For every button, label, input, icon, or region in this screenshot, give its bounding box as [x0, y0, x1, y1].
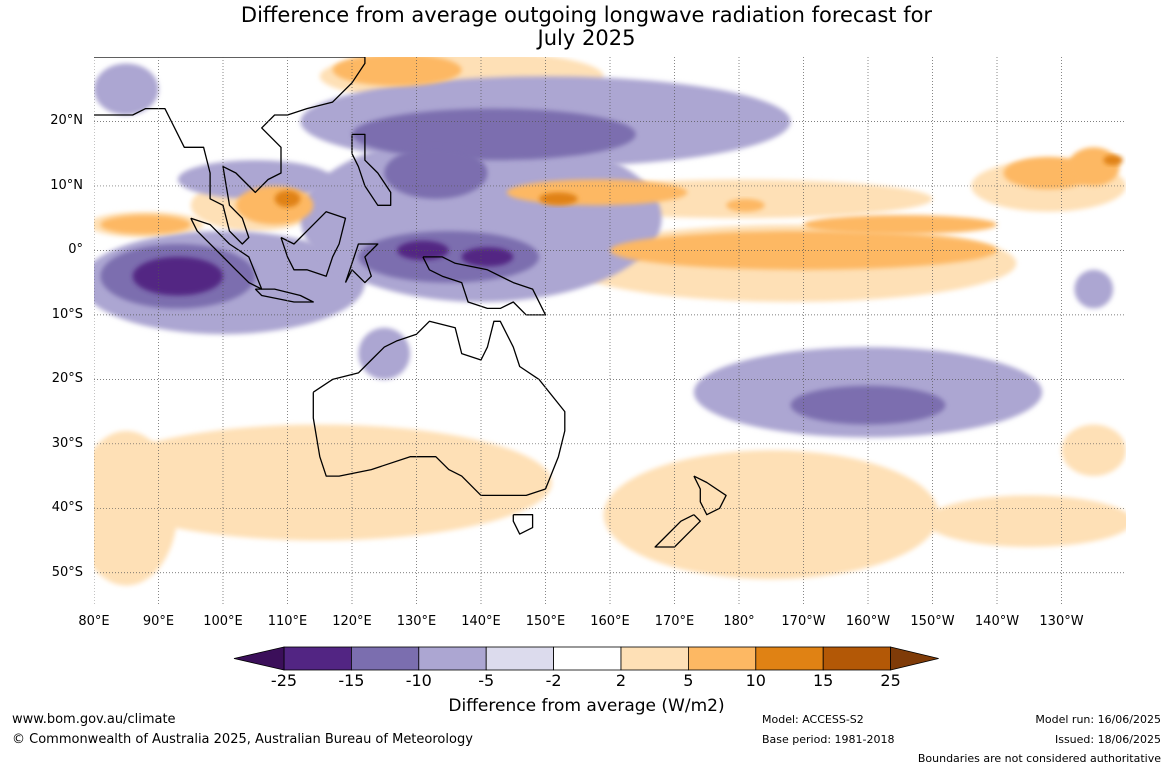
- anomaly-region: [1067, 147, 1120, 186]
- colorbar-tick-label: -10: [405, 671, 432, 690]
- colorbar-tick-label: 2: [615, 671, 627, 690]
- longitude-label: 170°W: [781, 614, 826, 629]
- latitude-label: 30°S: [51, 435, 83, 451]
- longitude-label: 170°E: [654, 614, 695, 629]
- anomaly-region: [539, 192, 578, 206]
- footer-issued: Issued: 18/06/2025: [1054, 733, 1161, 746]
- coastline-sulawesi: [344, 243, 379, 284]
- latitude-label: 50°S: [51, 564, 83, 580]
- anomaly-region: [384, 147, 488, 199]
- coastline-java: [254, 288, 314, 303]
- anomaly-region: [94, 424, 552, 541]
- colorbar-segment: [485, 646, 555, 671]
- colorbar-tick-label: 10: [745, 671, 766, 690]
- coastline-new-guinea: [422, 256, 547, 316]
- anomaly-region: [358, 327, 411, 380]
- anomaly-region: [1061, 424, 1126, 477]
- graticule: [94, 57, 1126, 605]
- anomaly-region: [94, 63, 159, 116]
- chart-title: Difference from average outgoing longwav…: [0, 4, 1173, 50]
- longitude-label: 130°E: [396, 614, 437, 629]
- anomaly-region: [926, 495, 1126, 547]
- longitude-label: 150°W: [910, 614, 955, 629]
- footer-base-period: Base period: 1981-2018: [762, 733, 895, 746]
- title-line-2: July 2025: [537, 26, 636, 50]
- longitude-label: 110°E: [267, 614, 308, 629]
- colorbar-label: Difference from average (W/m2): [448, 696, 725, 716]
- longitude-label: 90°E: [142, 614, 175, 629]
- coastline-new-zealand-south: [654, 514, 701, 548]
- colorbar: [233, 646, 939, 671]
- footer-model: Model: ACCESS-S2: [762, 713, 864, 726]
- anomaly-region: [352, 108, 636, 161]
- colorbar-tick-label: -5: [478, 671, 495, 690]
- anomaly-regions: [94, 57, 1126, 586]
- coastline-tasmania: [512, 514, 534, 535]
- longitude-label: 120°E: [332, 614, 372, 629]
- colorbar-segment: [418, 646, 487, 671]
- longitude-label: 180°: [723, 614, 755, 629]
- anomaly-region: [235, 185, 314, 225]
- longitude-label: 140°E: [461, 614, 501, 629]
- anomaly-region: [506, 179, 688, 206]
- longitude-label: 150°E: [525, 614, 566, 629]
- coastline-australia: [312, 320, 566, 497]
- footer-boundaries: Boundaries are not considered authoritat…: [917, 752, 1161, 765]
- colorbar-tick-label: -15: [338, 671, 365, 690]
- colorbar-tick-label: 15: [813, 671, 834, 690]
- anomaly-region: [461, 247, 514, 267]
- title-line-1: Difference from average outgoing longwav…: [240, 3, 933, 27]
- latitude-label: 10°N: [50, 177, 83, 193]
- colorbar-tick-label: -2: [545, 671, 562, 690]
- anomaly-region: [358, 231, 540, 283]
- colorbar-segment: [688, 646, 757, 671]
- colorbar-max-extension: [890, 646, 939, 671]
- colorbar-tick-label: -25: [270, 671, 298, 690]
- latitude-label: 20°S: [51, 371, 83, 387]
- anomaly-region: [603, 450, 939, 580]
- colorbar-segment: [350, 646, 420, 671]
- colorbar-tick-label: 25: [880, 671, 901, 690]
- coastline-borneo: [280, 211, 347, 277]
- longitude-label: 160°W: [845, 614, 891, 629]
- colorbar-min-extension: [233, 646, 285, 671]
- anomaly-region: [132, 256, 224, 296]
- colorbar-segment: [822, 646, 892, 671]
- latitude-label: 0°: [68, 242, 83, 258]
- footer-copyright: © Commonwealth of Australia 2025, Austra…: [12, 732, 473, 747]
- colorbar-tick-label: 5: [683, 671, 694, 690]
- anomaly-region: [726, 198, 765, 212]
- coastline-sumatra: [190, 217, 263, 290]
- latitude-label: 40°S: [51, 500, 83, 516]
- colorbar-segment: [283, 646, 352, 671]
- anomaly-region: [1103, 154, 1123, 166]
- anomaly-region: [1074, 269, 1114, 309]
- footer-url: www.bom.gov.au/climate: [12, 712, 176, 727]
- colorbar-segment: [553, 646, 622, 671]
- anomaly-region: [397, 240, 449, 261]
- anomaly-region: [610, 231, 997, 270]
- latitude-label: 20°N: [50, 113, 83, 129]
- longitude-label: 80°E: [78, 614, 110, 629]
- anomaly-region: [803, 214, 997, 235]
- anomaly-region: [94, 430, 178, 586]
- anomaly-region: [100, 214, 191, 235]
- coastline-philippines: [351, 133, 392, 206]
- footer-model-run: Model run: 16/06/2025: [1035, 713, 1161, 726]
- colorbar-segment: [755, 646, 824, 671]
- colorbar-segment: [620, 646, 689, 671]
- longitude-label: 100°E: [203, 614, 243, 629]
- latitude-label: 10°S: [51, 306, 83, 322]
- longitude-label: 160°E: [590, 614, 630, 629]
- longitude-label: 140°W: [974, 614, 1020, 629]
- longitude-label: 130°W: [1039, 614, 1084, 629]
- coastline-new-zealand-north: [693, 475, 727, 516]
